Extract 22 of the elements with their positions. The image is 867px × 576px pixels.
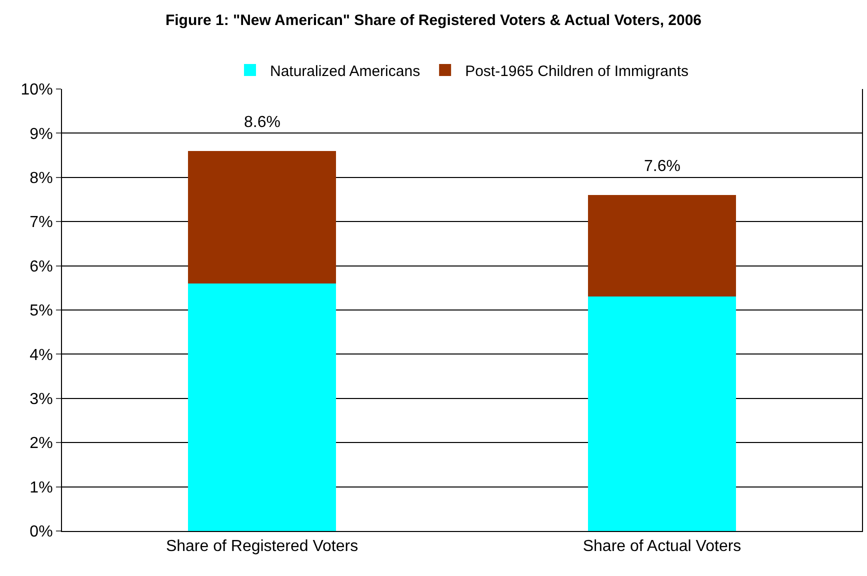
y-tick-label: 7% <box>30 214 53 232</box>
chart-title: Figure 1: "New American" Share of Registered Voters & Actual Voters, 2006 <box>165 12 702 29</box>
legend-label: Post-1965 Children of Immigrants <box>465 62 689 80</box>
y-tick-label: 9% <box>30 126 53 143</box>
y-tick-label: 10% <box>20 82 53 99</box>
y-tick-label: 0% <box>30 524 53 541</box>
x-tick-label: Share of Registered Voters <box>166 538 358 556</box>
y-tick-label: 4% <box>30 346 53 364</box>
total-label: 7.6% <box>644 158 680 175</box>
y-tick-label: 3% <box>30 391 53 408</box>
bar <box>188 283 336 531</box>
bar <box>588 195 736 297</box>
x-tick-label: Share of Actual Voters <box>582 538 742 556</box>
bar <box>188 150 336 284</box>
bar <box>588 296 736 531</box>
y-tick-label: 6% <box>30 258 53 276</box>
total-label: 8.6% <box>244 114 280 131</box>
y-tick-label: 1% <box>30 479 53 496</box>
y-tick-label: 8% <box>30 170 53 187</box>
legend-label: Naturalized Americans <box>270 62 420 80</box>
y-tick-label: 5% <box>30 302 53 320</box>
y-tick-label: 2% <box>30 435 53 452</box>
